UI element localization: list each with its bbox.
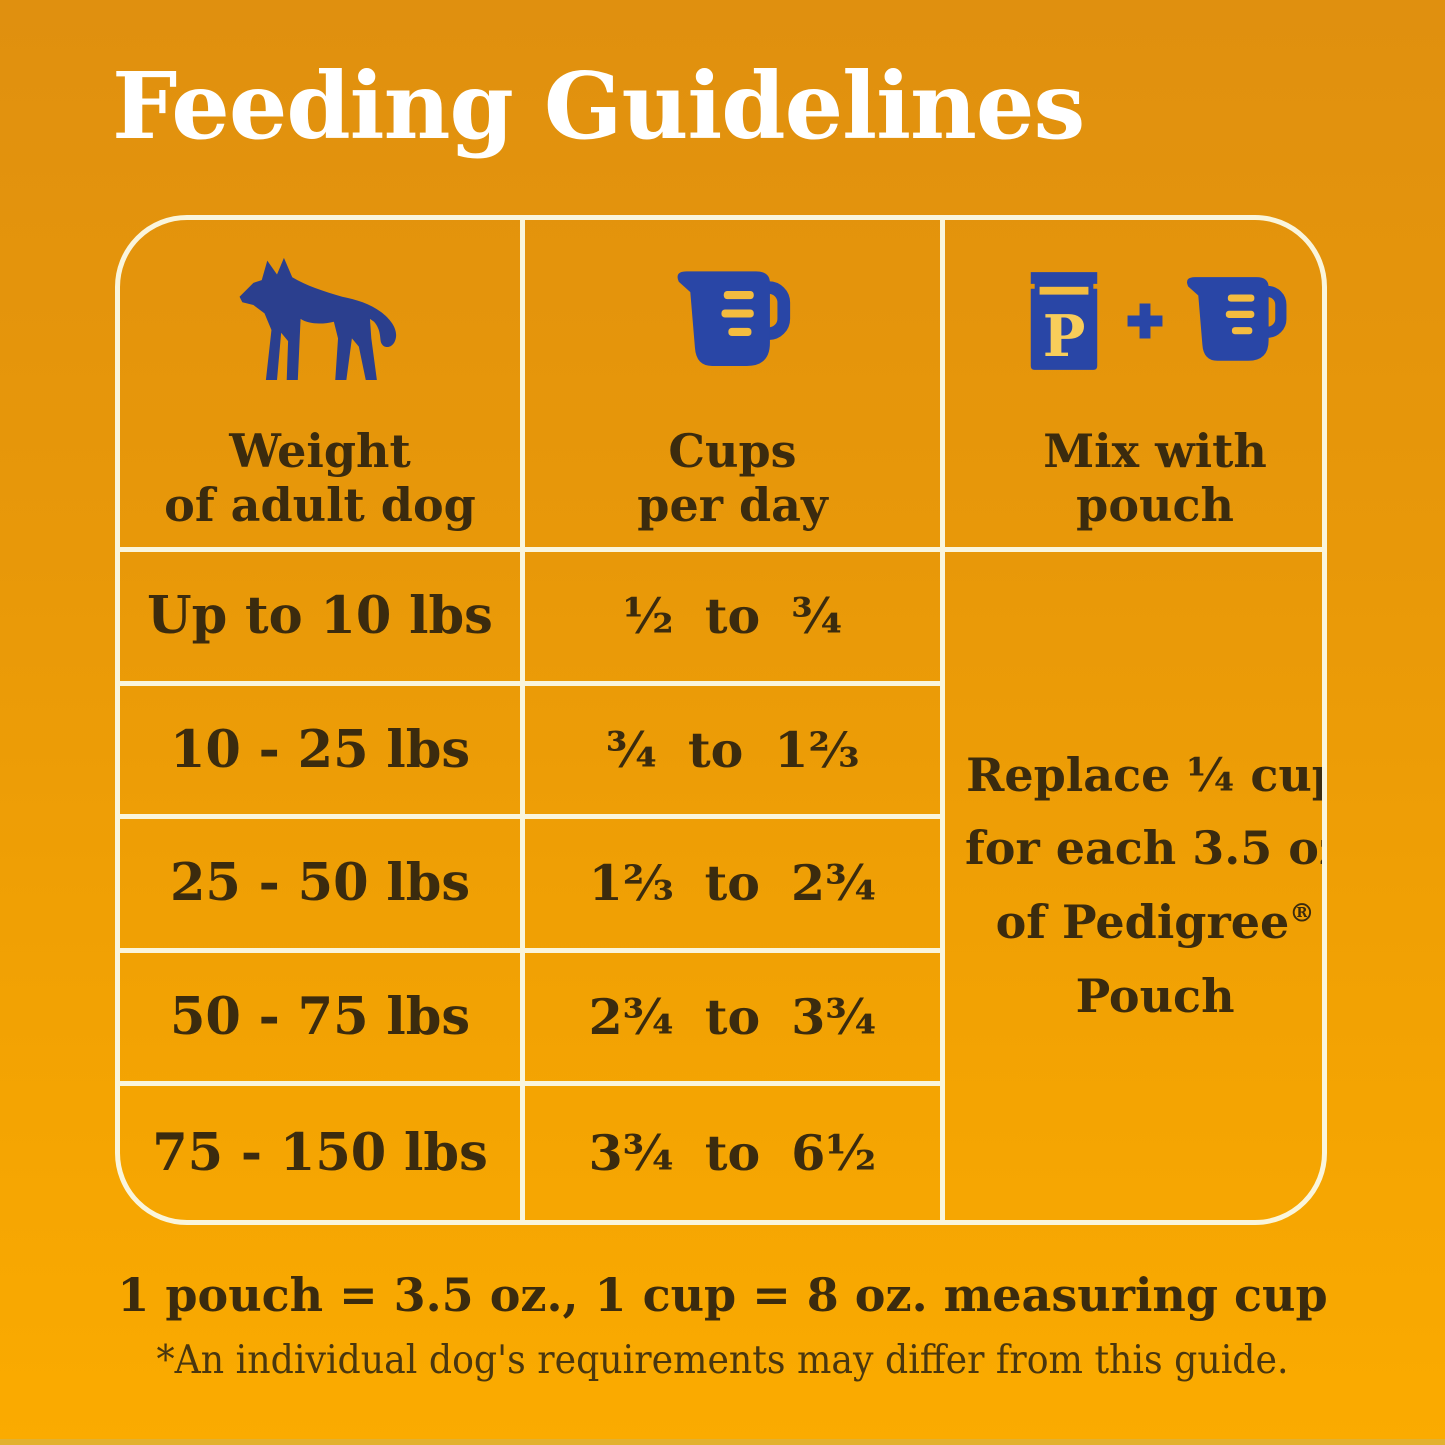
cups-cell: ¾ to 1⅔ [525, 685, 945, 820]
weight-header-label: Weight of adult dog [164, 424, 476, 533]
pouch-note-cell: Replace ¼ cup for each 3.5 oz of Pedigre… [965, 747, 1327, 1023]
svg-text:P: P [1043, 304, 1086, 370]
cups-cell: 2¾ to 3¾ [525, 952, 945, 1087]
header-cell-weight: Weight of adult dog [120, 220, 525, 552]
conversion-note: 1 pouch = 3.5 oz., 1 cup = 8 oz. measuri… [117, 1268, 1328, 1322]
pouch-icon: P [1030, 272, 1098, 370]
weight-cell: 75 - 150 lbs [120, 1086, 525, 1220]
weight-cell: 10 - 25 lbs [120, 685, 525, 820]
plus-icon [1127, 303, 1163, 339]
header-cell-cups: Cups per day [525, 220, 945, 552]
cups-cell: 1⅔ to 2¾ [525, 819, 945, 953]
measuring-cup-icon [1187, 277, 1287, 361]
dog-icon [234, 254, 406, 388]
pouch-plus-cup-icon: P [1021, 254, 1289, 388]
registered-mark: ® [1289, 897, 1315, 928]
disclaimer-note: *An individual dog's requirements may di… [156, 1338, 1289, 1383]
weight-cell: 50 - 75 lbs [120, 952, 525, 1087]
measuring-cup-icon [673, 254, 793, 388]
cups-cell: 3¾ to 6½ [525, 1086, 945, 1220]
cups-cell: ½ to ¾ [525, 552, 945, 686]
page-title: Feeding Guidelines [112, 52, 1085, 160]
bottom-edge-strip [0, 1439, 1445, 1445]
weight-cell: Up to 10 lbs [120, 552, 525, 686]
cups-header-label: Cups per day [637, 424, 828, 533]
header-cell-mix: P Mix with pouch [945, 220, 1322, 552]
weight-cell: 25 - 50 lbs [120, 819, 525, 953]
mix-header-label: Mix with pouch [1043, 424, 1267, 533]
feeding-table: Weight of adult dog Cups per day [115, 215, 1327, 1225]
